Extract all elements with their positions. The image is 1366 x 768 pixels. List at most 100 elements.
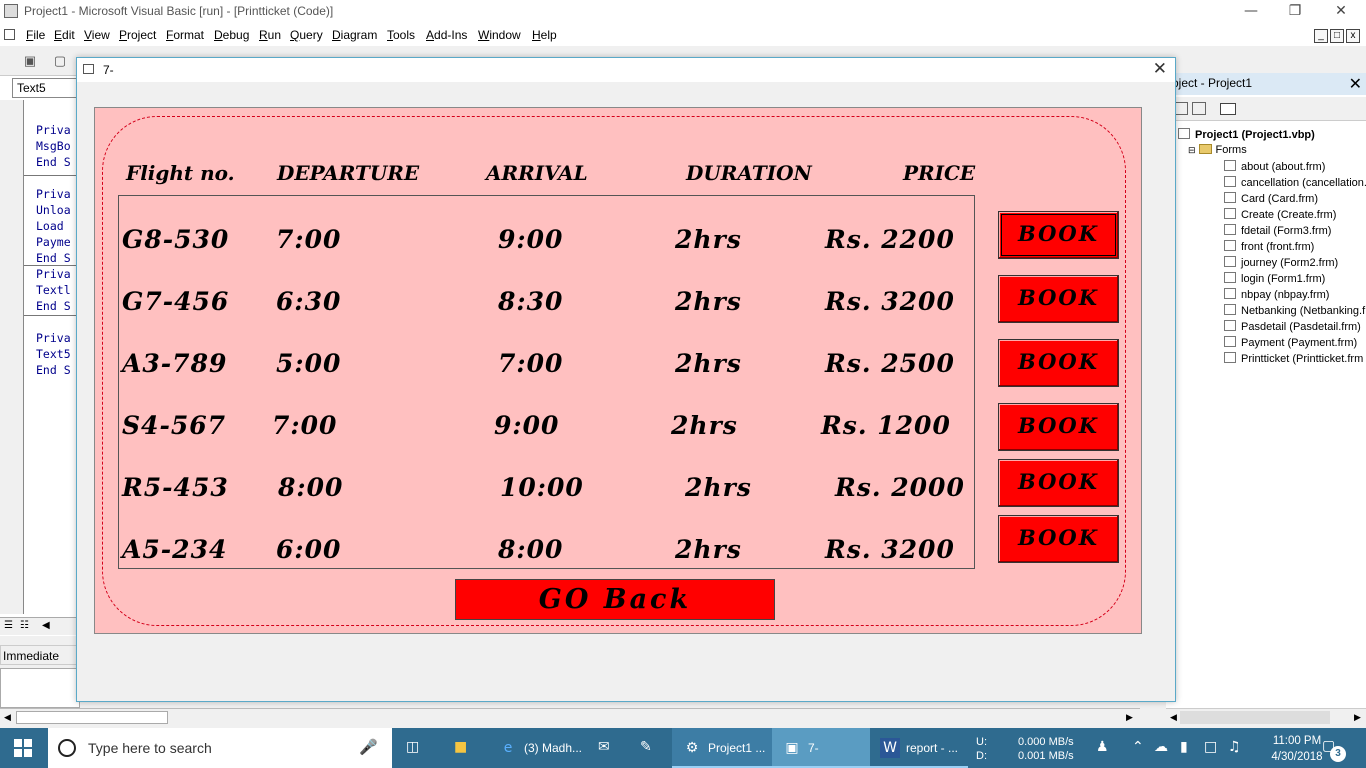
taskbar-app-edge[interactable]: e (3) Madh... — [488, 728, 584, 768]
book-button[interactable]: BOOK — [998, 403, 1119, 451]
restore-button[interactable]: ❐ — [1288, 3, 1302, 19]
menu-addins[interactable]: Add-Ins — [426, 28, 468, 42]
module-view-icon[interactable]: ☷ — [20, 620, 29, 631]
tree-item-form[interactable]: about (about.frm) — [1224, 160, 1325, 173]
tree-label: front (front.frm) — [1241, 241, 1315, 253]
project-horizontal-scrollbar[interactable]: ◀ ▶ — [1166, 708, 1366, 726]
procedure-view-icon[interactable]: ☰ — [4, 620, 13, 631]
tree-folder-forms[interactable]: ⊟ Forms — [1188, 144, 1247, 156]
menu-edit[interactable]: Edit — [54, 28, 75, 42]
code-line: Unloa — [36, 203, 71, 217]
minimize-button[interactable]: — — [1244, 3, 1258, 19]
immediate-horizontal-scrollbar[interactable]: ◀ ▶ — [0, 708, 1140, 726]
code-line: End S — [36, 251, 71, 265]
onedrive-icon[interactable]: ☁ — [1154, 739, 1168, 755]
menu-debug[interactable]: Debug — [214, 28, 250, 42]
menu-help[interactable]: Help — [532, 28, 557, 42]
form-icon — [1224, 240, 1236, 251]
form-icon — [4, 29, 15, 40]
view-object-icon[interactable] — [1192, 102, 1206, 115]
book-button[interactable]: BOOK — [998, 339, 1119, 387]
network-icon[interactable]: □ — [1204, 739, 1218, 755]
menu-run[interactable]: Run — [259, 28, 282, 42]
scroll-left-icon[interactable]: ◀ — [1170, 712, 1177, 722]
scrollbar-thumb[interactable] — [16, 711, 168, 724]
duration-cell: 2hrs — [685, 473, 752, 502]
tree-project-root[interactable]: Project1 (Project1.vbp) — [1178, 128, 1315, 141]
add-project-icon[interactable]: ▣ — [23, 53, 37, 68]
go-back-button[interactable]: GO Back — [455, 579, 775, 620]
tree-item-form[interactable]: front (front.frm) — [1224, 240, 1314, 253]
tree-item-form[interactable]: Card (Card.frm) — [1224, 192, 1318, 205]
scroll-right-icon[interactable]: ▶ — [1126, 712, 1133, 722]
tree-item-form[interactable]: Netbanking (Netbanking.f — [1224, 304, 1365, 317]
tree-item-form[interactable]: cancellation (cancellation. — [1224, 176, 1366, 189]
tree-item-form[interactable]: journey (Form2.frm) — [1224, 256, 1338, 269]
taskbar-app-word[interactable]: W report - ... — [870, 728, 968, 768]
file-explorer-icon[interactable]: ■ — [454, 739, 468, 755]
tree-label: login (Form1.frm) — [1241, 273, 1326, 285]
close-icon[interactable]: ✕ — [1348, 74, 1362, 93]
scroll-right-icon[interactable]: ▶ — [1354, 712, 1361, 722]
tree-item-form[interactable]: Create (Create.frm) — [1224, 208, 1336, 221]
code-line: Textl — [36, 283, 71, 297]
people-icon[interactable]: ♟ — [1096, 739, 1109, 755]
clipboard-icon[interactable]: ✎ — [640, 739, 652, 755]
tree-item-form[interactable]: fdetail (Form3.frm) — [1224, 224, 1331, 237]
close-icon[interactable]: ✕ — [1152, 59, 1167, 79]
form-icon — [1224, 192, 1236, 203]
vb-icon: ⚙ — [685, 740, 699, 756]
book-button[interactable]: BOOK — [998, 275, 1119, 323]
scroll-left-icon[interactable]: ◀ — [42, 620, 50, 631]
tree-item-form[interactable]: Payment (Payment.frm) — [1224, 336, 1357, 349]
immediate-window[interactable] — [0, 668, 80, 708]
menu-file[interactable]: File — [26, 28, 46, 42]
menu-diagram[interactable]: Diagram — [332, 28, 378, 42]
tree-item-form[interactable]: nbpay (nbpay.frm) — [1224, 288, 1329, 301]
toggle-folders-icon[interactable] — [1220, 103, 1236, 115]
mdi-restore-button[interactable]: □ — [1330, 29, 1344, 43]
microphone-icon[interactable]: 🎤 — [359, 738, 378, 756]
menu-format[interactable]: Format — [166, 28, 205, 42]
menu-query[interactable]: Query — [290, 28, 323, 42]
procedure-separator — [24, 175, 80, 176]
form-icon — [1224, 272, 1236, 283]
chevron-up-icon[interactable]: ⌃ — [1132, 739, 1144, 755]
taskbar-app-form[interactable]: ▣ 7- — [772, 728, 870, 768]
active-indicator — [870, 766, 968, 768]
taskbar-app-vb[interactable]: ⚙ Project1 ... — [672, 728, 772, 768]
menu-tools[interactable]: Tools — [387, 28, 416, 42]
header-duration: DURATION — [686, 161, 812, 185]
battery-icon[interactable]: ▮ — [1180, 739, 1188, 755]
taskbar-search-box[interactable]: Type here to search 🎤 — [48, 728, 392, 768]
mail-icon[interactable]: ✉ — [598, 739, 610, 755]
scroll-left-icon[interactable]: ◀ — [4, 712, 11, 722]
book-button[interactable]: BOOK — [998, 515, 1119, 563]
menu-view[interactable]: View — [84, 28, 110, 42]
add-form-icon[interactable]: ▢ — [53, 53, 67, 68]
collapse-icon[interactable]: ⊟ — [1188, 145, 1196, 155]
mdi-close-button[interactable]: x — [1346, 29, 1360, 43]
form-icon — [1224, 336, 1236, 347]
menu-project[interactable]: Project — [119, 28, 157, 42]
object-combo[interactable]: Text5 — [12, 78, 78, 98]
task-view-icon[interactable]: ◫ — [406, 739, 420, 755]
book-button[interactable]: BOOK — [998, 211, 1119, 259]
volume-icon[interactable]: ♫ — [1228, 739, 1241, 755]
clock[interactable]: 11:00 PM 4/30/2018 — [1262, 733, 1332, 765]
mdi-minimize-button[interactable]: _ — [1314, 29, 1328, 43]
book-button[interactable]: BOOK — [998, 459, 1119, 507]
tree-label: about (about.frm) — [1241, 161, 1326, 173]
windows-start-icon[interactable] — [14, 739, 32, 757]
code-horizontal-scrollbar[interactable]: ☰ ☷ ◀ — [0, 617, 80, 635]
tree-item-form[interactable]: Printticket (Printticket.frm — [1224, 352, 1363, 365]
flight-panel: Flight no. DEPARTURE ARRIVAL DURATION PR… — [94, 107, 1142, 634]
close-button[interactable]: ✕ — [1335, 3, 1347, 19]
scrollbar-thumb[interactable] — [1180, 711, 1330, 724]
tree-item-form[interactable]: Pasdetail (Pasdetail.frm) — [1224, 320, 1361, 333]
view-code-icon[interactable] — [1174, 102, 1188, 115]
dashed-rounded-border — [102, 116, 1126, 626]
tree-item-form[interactable]: login (Form1.frm) — [1224, 272, 1325, 285]
duration-cell: 2hrs — [675, 287, 742, 316]
menu-window[interactable]: Window — [478, 28, 521, 42]
